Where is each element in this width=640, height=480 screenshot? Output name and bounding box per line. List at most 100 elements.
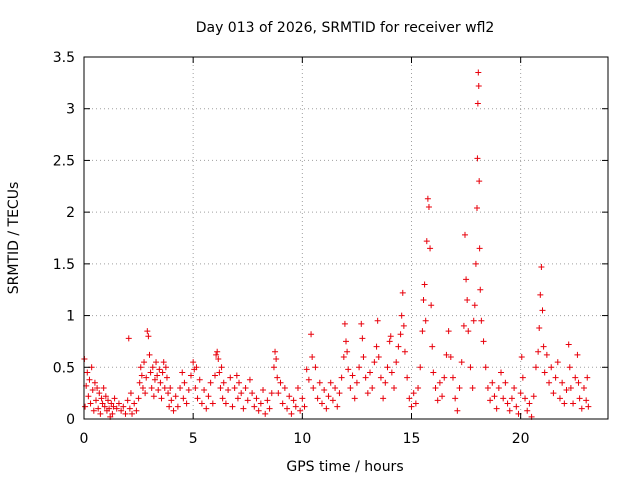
data-point <box>489 379 496 386</box>
data-point <box>374 317 381 324</box>
data-point <box>391 384 398 391</box>
data-point <box>96 390 103 397</box>
data-point <box>565 341 572 348</box>
data-point <box>159 369 166 376</box>
data-point <box>332 384 339 391</box>
data-point <box>401 348 408 355</box>
data-point <box>329 397 336 404</box>
data-point <box>273 356 280 363</box>
data-point <box>474 205 480 212</box>
data-point <box>264 397 271 404</box>
data-point <box>86 376 93 383</box>
data-point <box>353 379 360 386</box>
data-point <box>338 374 345 381</box>
data-point <box>340 353 347 360</box>
data-point <box>120 403 127 410</box>
data-point <box>216 369 223 376</box>
data-point <box>436 379 443 386</box>
data-point <box>97 410 104 417</box>
data-point <box>236 379 243 386</box>
data-point <box>122 410 129 417</box>
data-point <box>476 245 483 252</box>
data-point <box>421 281 428 288</box>
data-point <box>110 403 117 410</box>
data-point <box>548 364 555 371</box>
data-point <box>192 384 199 391</box>
x-tick-label: 0 <box>80 431 89 447</box>
data-point <box>415 384 422 391</box>
data-point <box>538 263 545 270</box>
data-point <box>150 393 157 400</box>
data-point <box>480 338 487 345</box>
data-point <box>131 400 138 407</box>
data-point <box>109 410 116 417</box>
data-point <box>268 390 275 397</box>
data-point <box>470 317 477 324</box>
data-point <box>358 320 365 327</box>
data-point <box>160 359 167 366</box>
data-point <box>249 390 256 397</box>
x-tick-labels: 0 5 10 15 20 <box>80 431 530 447</box>
data-point <box>240 405 247 412</box>
data-point <box>91 379 98 386</box>
data-point <box>153 359 160 366</box>
data-point <box>398 312 405 319</box>
data-point <box>215 356 222 363</box>
data-point <box>386 338 393 345</box>
data-point <box>428 302 435 309</box>
data-point <box>292 403 299 410</box>
data-point <box>255 407 262 414</box>
data-point <box>423 238 430 245</box>
data-point <box>432 384 439 391</box>
data-point <box>475 82 482 89</box>
data-point <box>174 403 181 410</box>
data-point <box>145 333 152 340</box>
data-point <box>574 351 581 358</box>
tick-marks <box>83 56 608 420</box>
data-point <box>303 366 310 373</box>
y-tick-labels: 0 0.5 1 1.5 2 2.5 3 3.5 <box>53 50 75 428</box>
data-point <box>277 379 284 386</box>
data-point <box>422 317 429 324</box>
data-point <box>156 366 163 373</box>
data-point <box>519 374 526 381</box>
data-point <box>203 405 210 412</box>
data-point <box>310 384 317 391</box>
data-point <box>471 302 478 309</box>
data-point <box>98 395 105 402</box>
data-point <box>417 364 424 371</box>
data-point <box>168 397 175 404</box>
data-point <box>362 374 369 381</box>
data-point <box>125 335 132 342</box>
data-point <box>323 405 330 412</box>
data-point <box>185 387 192 394</box>
data-point <box>408 403 415 410</box>
y-axis-label: SRMTID / TECUs <box>6 182 22 295</box>
data-point <box>246 376 253 383</box>
data-point <box>537 291 544 298</box>
data-point <box>345 366 352 373</box>
data-point <box>201 387 208 394</box>
data-point <box>231 384 238 391</box>
data-point <box>124 397 131 404</box>
data-point <box>583 397 590 404</box>
data-point <box>474 155 481 162</box>
data-point <box>297 407 304 414</box>
data-point <box>219 395 226 402</box>
data-point <box>410 390 417 397</box>
data-point <box>170 407 177 414</box>
data-point <box>380 395 387 402</box>
data-point <box>474 100 481 107</box>
data-point <box>177 384 184 391</box>
data-point <box>344 348 351 355</box>
data-point <box>439 393 446 400</box>
data-point <box>141 359 148 366</box>
data-point <box>321 387 328 394</box>
data-point <box>382 379 389 386</box>
data-point <box>578 405 585 412</box>
data-point <box>425 203 432 210</box>
data-point <box>460 322 467 329</box>
data-point <box>101 403 108 410</box>
data-point <box>371 359 378 366</box>
